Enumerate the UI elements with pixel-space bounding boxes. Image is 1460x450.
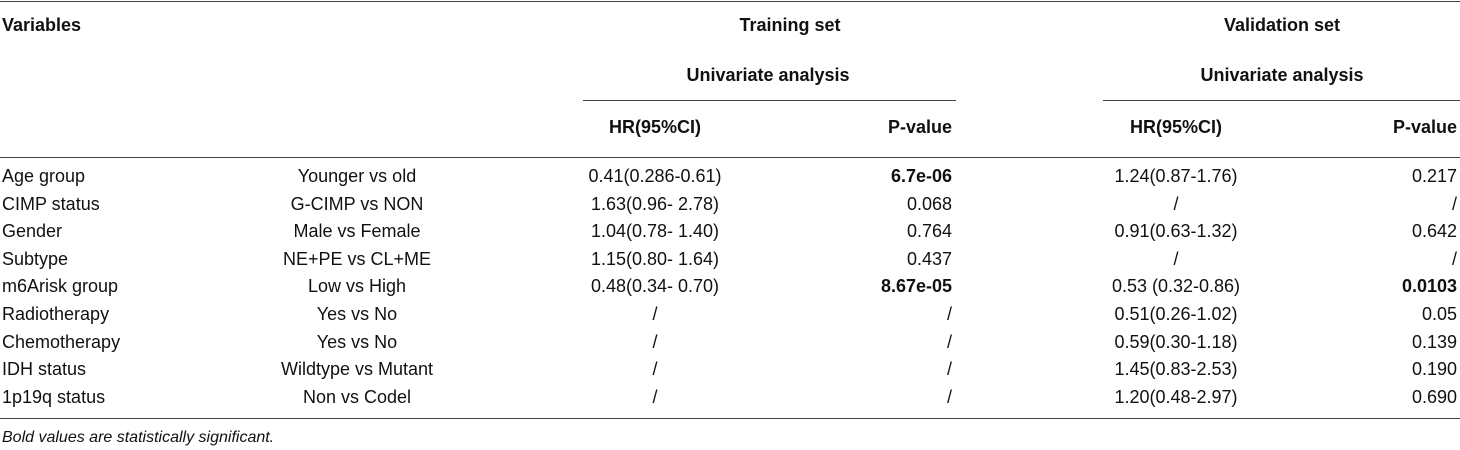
table-cell: G-CIMP vs NON bbox=[290, 193, 424, 214]
row-label: 1p19q status bbox=[2, 386, 106, 407]
top-rule bbox=[0, 1, 1460, 2]
row-label: m6Arisk group bbox=[2, 276, 119, 297]
row-label: Age group bbox=[2, 166, 86, 186]
row-label: Radiotherapy bbox=[2, 304, 110, 324]
row-label: CIMP status bbox=[2, 193, 100, 214]
table-cell: / bbox=[946, 386, 952, 407]
table-cell: 0.53 (0.32-0.86) bbox=[1111, 276, 1241, 297]
bottom-rule bbox=[0, 418, 1460, 419]
table-cell: Wildtype vs Mutant bbox=[280, 359, 434, 380]
table-cell: / bbox=[1451, 248, 1457, 269]
table-cell: / bbox=[652, 331, 658, 352]
table-cell: 0.437 bbox=[906, 248, 952, 269]
table-cell: 1.15(0.80- 1.64) bbox=[590, 248, 720, 269]
group-header: Training set bbox=[739, 15, 841, 35]
table-cell: / bbox=[1173, 193, 1179, 214]
table-cell: Yes vs No bbox=[316, 304, 398, 324]
table-cell: / bbox=[946, 331, 952, 352]
analysis-header: Univariate analysis bbox=[686, 65, 850, 85]
table-cell: 0.48(0.34- 0.70) bbox=[590, 276, 720, 297]
table-cell: / bbox=[946, 304, 952, 324]
row-label: Gender bbox=[2, 221, 63, 242]
table-cell: 0.139 bbox=[1411, 331, 1457, 352]
table-cell: Non vs Codel bbox=[302, 386, 412, 407]
table-cell: 0.690 bbox=[1411, 386, 1457, 407]
table-cell: Low vs High bbox=[307, 276, 407, 297]
column-header: HR(95%CI) bbox=[1129, 117, 1223, 137]
table-cell: / bbox=[652, 386, 658, 407]
row-label: Chemotherapy bbox=[2, 331, 121, 352]
table-cell: 0.764 bbox=[906, 221, 952, 242]
row-label: Subtype bbox=[2, 248, 69, 269]
table-cell: Younger vs old bbox=[297, 166, 417, 186]
table-cell: 0.59(0.30-1.18) bbox=[1114, 331, 1238, 352]
table-cell: / bbox=[946, 359, 952, 380]
table-cell: 1.20(0.48-2.97) bbox=[1114, 386, 1238, 407]
table-cell: 0.91(0.63-1.32) bbox=[1114, 221, 1238, 242]
row-label: IDH status bbox=[2, 359, 87, 380]
analysis-header: Univariate analysis bbox=[1200, 65, 1364, 85]
table-cell: 0.642 bbox=[1411, 221, 1457, 242]
table-cell: 0.51(0.26-1.02) bbox=[1114, 304, 1238, 324]
table-cell: Male vs Female bbox=[293, 221, 421, 242]
table-cell: 1.63(0.96- 2.78) bbox=[590, 193, 720, 214]
group-rule bbox=[583, 100, 956, 101]
table-cell: Yes vs No bbox=[316, 331, 398, 352]
footnote: Bold values are statistically significan… bbox=[2, 429, 275, 446]
column-header: P-value bbox=[887, 117, 952, 137]
header-variables: Variables bbox=[2, 15, 82, 35]
column-header: HR(95%CI) bbox=[608, 117, 702, 137]
table-cell: 0.41(0.286-0.61) bbox=[588, 166, 722, 186]
table-cell: NE+PE vs CL+ME bbox=[282, 248, 432, 269]
header-rule bbox=[0, 157, 1460, 158]
table-cell: 1.04(0.78- 1.40) bbox=[590, 221, 720, 242]
column-header: P-value bbox=[1392, 117, 1457, 137]
table-cell: / bbox=[1451, 193, 1457, 214]
table-cell: 1.45(0.83-2.53) bbox=[1114, 359, 1238, 380]
table-cell: 8.67e-05 bbox=[880, 276, 952, 297]
group-header: Validation set bbox=[1223, 15, 1341, 35]
table-cell: 0.05 bbox=[1421, 304, 1457, 324]
table-cell: 1.24(0.87-1.76) bbox=[1114, 166, 1238, 186]
group-rule bbox=[1103, 100, 1460, 101]
table-cell: 0.0103 bbox=[1401, 276, 1457, 297]
table-cell: 0.068 bbox=[906, 193, 952, 214]
table-cell: / bbox=[652, 359, 658, 380]
table-cell: 6.7e-06 bbox=[890, 166, 952, 186]
table-cell: / bbox=[1173, 248, 1179, 269]
table-cell: 0.190 bbox=[1411, 359, 1457, 380]
table-cell: 0.217 bbox=[1411, 166, 1457, 186]
table-cell: / bbox=[652, 304, 658, 324]
